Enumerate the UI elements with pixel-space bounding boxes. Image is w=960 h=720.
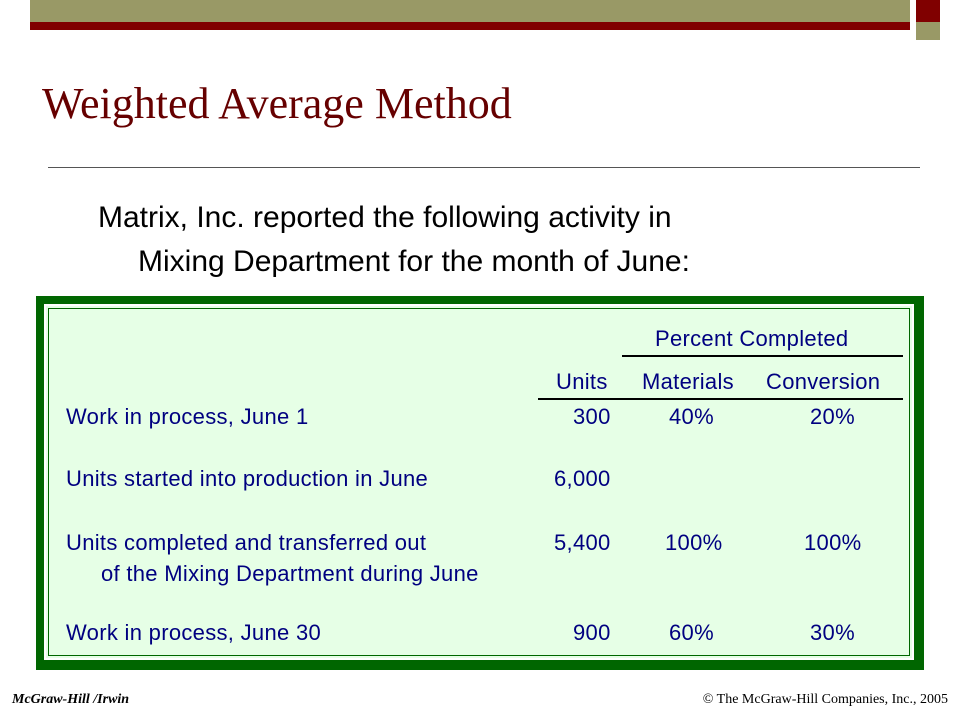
conversion-header: Conversion bbox=[766, 369, 881, 394]
materials-header: Materials bbox=[642, 369, 734, 394]
intro-paragraph: Matrix, Inc. reported the following acti… bbox=[98, 196, 878, 284]
activity-table: Percent Completed Units Materials Conver… bbox=[44, 304, 914, 660]
row-conversion: 20% bbox=[810, 404, 855, 429]
column-header-underline bbox=[538, 398, 903, 400]
row-units: 300 bbox=[573, 404, 611, 429]
percent-completed-underline bbox=[622, 355, 903, 357]
copyright-notice: © The McGraw-Hill Companies, Inc., 2005 bbox=[702, 692, 948, 707]
publisher-label: McGraw-Hill /Irwin bbox=[12, 692, 130, 707]
row-conversion: 100% bbox=[804, 530, 862, 555]
row-label: Units started into production in June bbox=[66, 466, 429, 491]
row-units: 900 bbox=[573, 620, 611, 645]
row-materials: 100% bbox=[665, 530, 723, 555]
intro-line-1: Matrix, Inc. reported the following acti… bbox=[98, 201, 672, 234]
row-label: Units completed and transferred out bbox=[66, 530, 427, 555]
row-units: 6,000 bbox=[554, 466, 611, 491]
percent-completed-header: Percent Completed bbox=[655, 326, 849, 351]
row-label-continued: of the Mixing Department during June bbox=[101, 561, 479, 586]
title-divider bbox=[48, 167, 920, 168]
corner-square-olive bbox=[916, 22, 940, 40]
top-decorative-band bbox=[30, 0, 910, 22]
row-materials: 40% bbox=[669, 404, 714, 429]
row-conversion: 30% bbox=[810, 620, 855, 645]
row-label: Work in process, June 1 bbox=[66, 404, 309, 429]
row-materials: 60% bbox=[669, 620, 714, 645]
units-header: Units bbox=[556, 369, 608, 394]
top-decorative-line bbox=[30, 22, 910, 30]
slide-title: Weighted Average Method bbox=[42, 79, 512, 128]
activity-table-panel: Percent Completed Units Materials Conver… bbox=[36, 296, 924, 670]
corner-square-maroon bbox=[916, 0, 940, 22]
row-label: Work in process, June 30 bbox=[66, 620, 322, 645]
intro-line-2: Mixing Department for the month of June: bbox=[138, 245, 690, 278]
row-units: 5,400 bbox=[554, 530, 611, 555]
